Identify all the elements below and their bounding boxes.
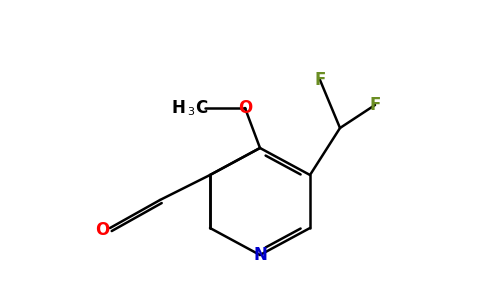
Text: H: H	[171, 99, 185, 117]
Text: C: C	[195, 99, 207, 117]
Text: F: F	[314, 71, 326, 89]
Text: 3: 3	[187, 107, 194, 117]
Text: N: N	[253, 246, 267, 264]
Text: F: F	[369, 96, 381, 114]
Text: O: O	[95, 221, 109, 239]
Text: O: O	[238, 99, 252, 117]
